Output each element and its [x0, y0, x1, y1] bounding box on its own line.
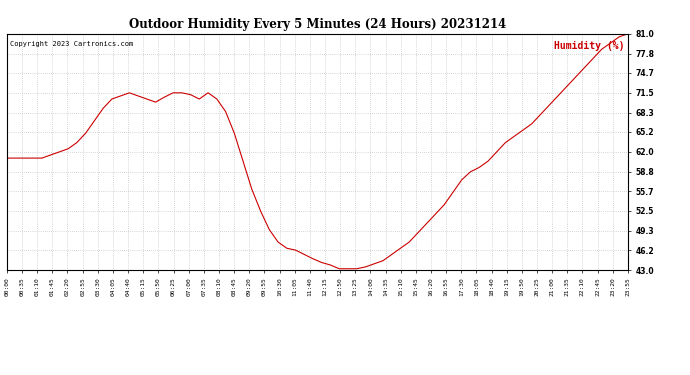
- Text: Copyright 2023 Cartronics.com: Copyright 2023 Cartronics.com: [10, 41, 133, 47]
- Title: Outdoor Humidity Every 5 Minutes (24 Hours) 20231214: Outdoor Humidity Every 5 Minutes (24 Hou…: [129, 18, 506, 31]
- Text: Humidity (%): Humidity (%): [554, 41, 625, 51]
